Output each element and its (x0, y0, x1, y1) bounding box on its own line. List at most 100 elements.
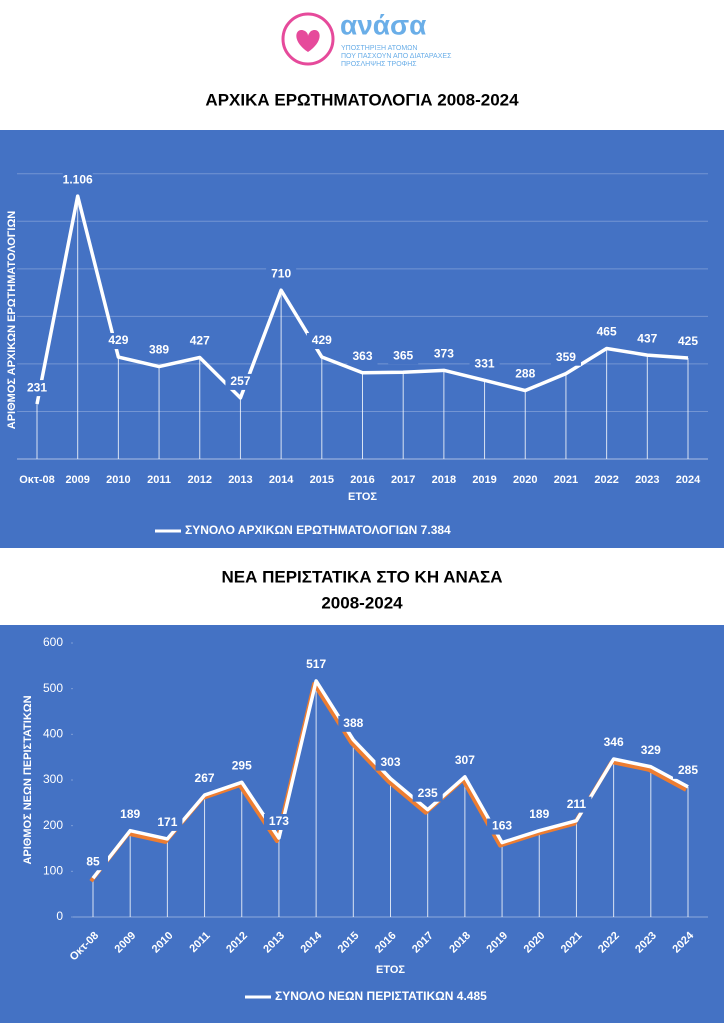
data-label: 211 (567, 797, 587, 811)
data-label: 295 (232, 758, 252, 772)
chart: ΑΡΧΙΚΑ ΕΡΩΤΗΜΑΤΟΛΟΓΙΑ 2008-2024 Οκτ-08 200… (0, 90, 724, 548)
legend-label: ΣΥΝΟΛΟ ΑΡΧΙΚΩΝ ΕΡΩΤΗΜΑΤΟΛΟΓΙΩΝ 7.384 (185, 523, 451, 537)
data-label: 163 (492, 819, 512, 833)
logo-subtitle: ΠΡΟΣΛΗΨΗΣ ΤΡΟΦΗΣ (341, 61, 417, 68)
chart-title: 2008-2024 (321, 593, 403, 612)
label-bg (144, 342, 175, 359)
y-tick-label: 400 (43, 727, 63, 741)
x-tick-label: 2018 (432, 474, 456, 486)
x-tick-label: 2016 (350, 474, 374, 486)
data-label: 429 (312, 333, 332, 347)
data-label: 171 (157, 815, 177, 829)
data-label: 437 (637, 331, 657, 345)
y-tick-label: 300 (43, 772, 63, 786)
label-bg (375, 754, 406, 771)
label-bg (632, 331, 663, 348)
data-label: 373 (434, 347, 454, 361)
data-label: 465 (597, 325, 617, 339)
data-label: 346 (604, 735, 624, 749)
logo: ανάσα ΥΠΟΣΤΗΡΙΞΗ ΑΤΟΜΩΝ ΠΟΥ ΠΑΣΧΟΥΝ ΑΠΟ … (281, 9, 452, 68)
label-bg (591, 324, 622, 341)
label-bg (673, 333, 703, 350)
label-bg (510, 366, 541, 383)
logo-text: ανάσα (340, 9, 426, 40)
label-bg (263, 813, 294, 830)
x-tick-label: 2014 (269, 474, 294, 486)
label-bg (103, 333, 134, 350)
x-tick-label: 2021 (554, 474, 578, 486)
chart-title: ΝΕΑ ΠΕΡΙΣΤΑΤΙΚΑ ΣΤΟ ΚΗ ΑΝΑΣΑ (221, 567, 502, 586)
data-label: 425 (678, 334, 698, 348)
label-bg (635, 742, 666, 759)
label-bg (550, 349, 581, 366)
data-label: 363 (352, 349, 372, 363)
x-axis-label: ΕΤΟΣ (376, 964, 405, 976)
x-tick-label: 2023 (635, 474, 659, 486)
data-label: 231 (27, 380, 47, 394)
logo-subtitle: ΥΠΟΣΤΗΡΙΞΗ ΑΤΟΜΩΝ (341, 45, 417, 52)
data-label: 365 (393, 348, 413, 362)
label-bg (449, 752, 480, 769)
label-bg (487, 818, 518, 835)
label-bg (78, 854, 108, 871)
data-label: 288 (515, 367, 535, 381)
label-bg (428, 346, 459, 363)
data-label: 307 (455, 753, 475, 767)
data-label: 257 (230, 374, 250, 388)
x-tick-label: 2011 (147, 474, 171, 486)
data-label: 267 (195, 771, 215, 785)
chart-background (0, 625, 724, 1023)
label-bg (226, 758, 257, 775)
x-tick-label: 2012 (188, 474, 212, 486)
data-label: 429 (108, 333, 128, 347)
label-bg (225, 373, 256, 390)
x-tick-label: 2010 (106, 474, 130, 486)
data-label: 331 (475, 356, 495, 370)
y-axis-label: ΑΡΙΘΜΟΣ ΑΡΧΙΚΩΝ ΕΡΩΤΗΜΑΤΟΛΟΓΙΩΝ (6, 211, 18, 430)
y-tick-label: 600 (43, 635, 63, 649)
data-label: 85 (86, 854, 100, 868)
y-axis-label: ΑΡΙΘΜΟΣ ΝΕΩΝ ΠΕΡΙΣΤΑΤΙΚΩΝ (22, 695, 34, 864)
x-tick-label: 2019 (472, 474, 496, 486)
legend-label: ΣΥΝΟΛΟ ΝΕΩΝ ΠΕΡΙΣΤΑΤΙΚΩΝ 4.485 (275, 989, 487, 1003)
logo-heart (296, 29, 320, 52)
label-bg (338, 715, 369, 732)
x-tick-label: 2022 (594, 474, 618, 486)
label-bg (388, 348, 419, 365)
x-tick-label: Οκτ-08 (19, 474, 55, 486)
y-tick-label: 500 (43, 681, 63, 695)
x-tick-label: 2009 (65, 474, 89, 486)
data-label: 359 (556, 350, 576, 364)
label-bg (524, 806, 555, 823)
y-tick-label: 200 (43, 818, 63, 832)
label-bg (306, 333, 337, 350)
label-bg (189, 771, 220, 788)
label-bg (152, 814, 183, 831)
y-tick-label: 100 (43, 864, 63, 878)
data-label: 189 (529, 807, 549, 821)
data-label: 235 (418, 786, 438, 800)
label-bg (561, 796, 592, 813)
data-label: 303 (380, 755, 400, 769)
data-label: 389 (149, 343, 169, 357)
data-label: 1.106 (63, 172, 93, 186)
chart: ΝΕΑ ΠΕΡΙΣΤΑΤΙΚΑ ΣΤΟ ΚΗ ΑΝΑΣΑ 2008-2024 0 10… (0, 567, 724, 1023)
data-label: 710 (271, 266, 291, 280)
label-bg (673, 762, 703, 779)
data-label: 388 (343, 716, 363, 730)
data-label: 189 (120, 807, 140, 821)
chart-title: ΑΡΧΙΚΑ ΕΡΩΤΗΜΑΤΟΛΟΓΙΑ 2008-2024 (205, 90, 519, 109)
data-label: 173 (269, 814, 289, 828)
label-bg (469, 356, 500, 373)
x-tick-label: 2017 (391, 474, 415, 486)
data-label: 517 (306, 657, 326, 671)
label-bg (412, 785, 443, 802)
x-tick-label: 2015 (310, 474, 334, 486)
label-bg (22, 380, 52, 397)
label-bg (266, 266, 297, 283)
logo-subtitle: ΠΟΥ ΠΑΣΧΟΥΝ ΑΠΟ ΔΙΑΤΑΡΑΧΕΣ (341, 53, 452, 60)
x-tick-label: 2024 (676, 474, 701, 486)
x-tick-label: 2020 (513, 474, 537, 486)
